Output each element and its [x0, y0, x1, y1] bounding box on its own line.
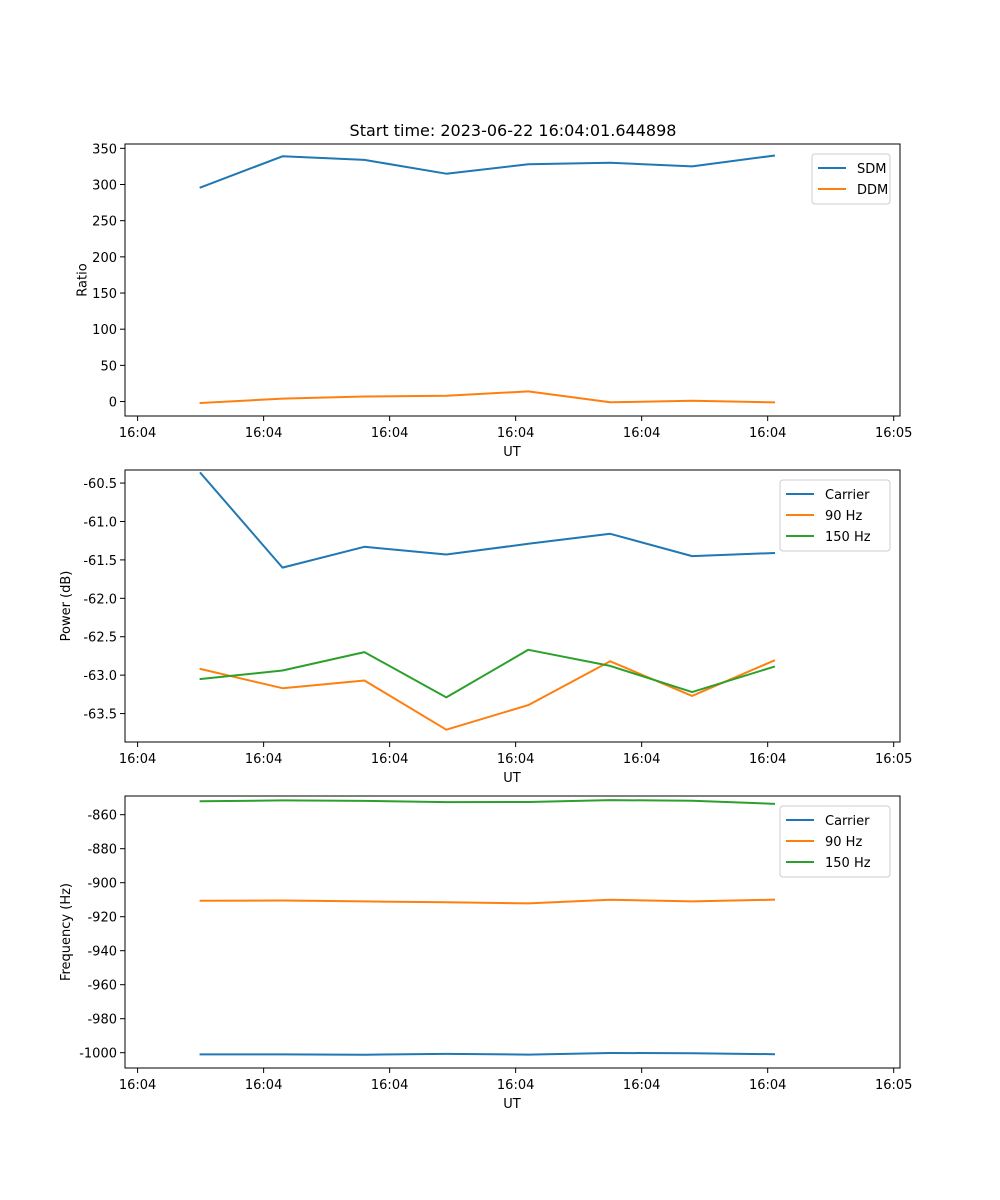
frequency-axes-frame [124, 795, 901, 1069]
ratio-y-tick-label: 100 [92, 323, 117, 338]
frequency-y-tick-label: -900 [87, 877, 117, 892]
frequency-legend-label-2: 150 Hz [825, 856, 871, 871]
power-x-tick-label: 16:05 [875, 752, 912, 767]
power-y-axis-label: Power (dB) [59, 571, 74, 642]
frequency-y-tick-label: -1000 [79, 1047, 117, 1062]
ratio-x-tick-label: 16:04 [623, 426, 660, 441]
ratio-x-tick-label: 16:04 [119, 426, 156, 441]
frequency-x-tick-label: 16:04 [749, 1078, 786, 1093]
ratio-y-tick-label: 0 [109, 396, 117, 411]
power-legend-box [779, 479, 891, 552]
frequency-series-line-1 [199, 898, 776, 905]
ratio-legend: SDM DDM [811, 153, 891, 205]
power-legend: Carrier 90 Hz 150 Hz [779, 479, 891, 552]
power-y-tick-label: -61.0 [83, 515, 117, 530]
power-axes-frame [124, 469, 901, 743]
power-x-tick-label: 16:04 [119, 752, 156, 767]
frequency-x-tick-label: 16:04 [119, 1078, 156, 1093]
frequency-x-tick-label: 16:04 [623, 1078, 660, 1093]
ratio-y-tick-label: 250 [92, 215, 117, 230]
ratio-x-tick-label: 16:04 [749, 426, 786, 441]
power-legend-label-1: 90 Hz [825, 509, 862, 524]
ratio-y-tick-label: 350 [92, 142, 117, 157]
ratio-x-axis-label: UT [503, 445, 521, 460]
frequency-y-tick-label: -880 [87, 843, 117, 858]
ratio-x-tick-label: 16:04 [371, 426, 408, 441]
ratio-legend-label-0: SDM [857, 162, 886, 177]
frequency-y-tick-label: -940 [87, 945, 117, 960]
power-y-tick-label: -63.5 [83, 708, 117, 723]
frequency-x-tick-label: 16:04 [497, 1078, 534, 1093]
frequency-x-axis-label: UT [503, 1097, 521, 1112]
frequency-legend-box [779, 805, 891, 878]
ratio-axes-frame [124, 143, 901, 417]
frequency-panel: 16:04 16:04 16:04 16:04 16:04 16:04 16:05 -1000… [59, 795, 912, 1112]
power-x-axis-label: UT [503, 771, 521, 786]
power-y-tick-label: -60.5 [83, 477, 117, 492]
power-x-tick-label: 16:04 [623, 752, 660, 767]
frequency-legend: Carrier 90 Hz 150 Hz [779, 805, 891, 878]
ratio-legend-box [811, 153, 891, 205]
ratio-x-tick-label: 16:04 [497, 426, 534, 441]
power-x-tick-label: 16:04 [497, 752, 534, 767]
ratio-series-line-1 [199, 390, 776, 405]
frequency-y-tick-label: -960 [87, 979, 117, 994]
frequency-y-tick-label: -980 [87, 1013, 117, 1028]
frequency-x-tick-label: 16:05 [875, 1078, 912, 1093]
ratio-x-tick-label: 16:04 [245, 426, 282, 441]
power-series-line-2 [199, 648, 776, 699]
ratio-y-axis-label: Ratio [75, 263, 90, 296]
power-series-line-0 [199, 471, 776, 569]
ratio-y-tick-label: 150 [92, 287, 117, 302]
frequency-x-tick-label: 16:04 [245, 1078, 282, 1093]
power-y-tick-label: -63.0 [83, 669, 117, 684]
frequency-legend-label-1: 90 Hz [825, 835, 862, 850]
ratio-y-tick-label: 300 [92, 179, 117, 194]
chart-title: Start time: 2023-06-22 16:04:01.644898 [350, 121, 677, 140]
power-legend-label-0: Carrier [825, 488, 870, 503]
power-y-tick-label: -61.5 [83, 554, 117, 569]
ratio-x-tick-label: 16:05 [875, 426, 912, 441]
frequency-y-tick-label: -860 [87, 809, 117, 824]
frequency-x-tick-label: 16:04 [371, 1078, 408, 1093]
power-y-tick-label: -62.5 [83, 631, 117, 646]
power-y-tick-label: -62.0 [83, 592, 117, 607]
ratio-y-tick-label: 200 [92, 251, 117, 266]
frequency-series-line-0 [199, 1052, 776, 1056]
power-x-tick-label: 16:04 [245, 752, 282, 767]
frequency-legend-label-0: Carrier [825, 814, 870, 829]
ratio-panel: 16:04 16:04 16:04 16:04 16:04 16:04 16:05 0 50 10… [75, 142, 912, 460]
frequency-y-axis-label: Frequency (Hz) [59, 883, 74, 981]
ratio-series-line-0 [199, 154, 776, 189]
power-series-line-1 [199, 659, 776, 731]
ratio-y-tick-label: 50 [100, 359, 117, 374]
power-panel: 16:04 16:04 16:04 16:04 16:04 16:04 16:05 -63.5… [59, 469, 912, 786]
power-x-tick-label: 16:04 [371, 752, 408, 767]
frequency-series-line-2 [199, 799, 776, 805]
ratio-legend-label-1: DDM [857, 183, 888, 198]
power-legend-label-2: 150 Hz [825, 530, 871, 545]
power-x-tick-label: 16:04 [749, 752, 786, 767]
frequency-y-tick-label: -920 [87, 911, 117, 926]
